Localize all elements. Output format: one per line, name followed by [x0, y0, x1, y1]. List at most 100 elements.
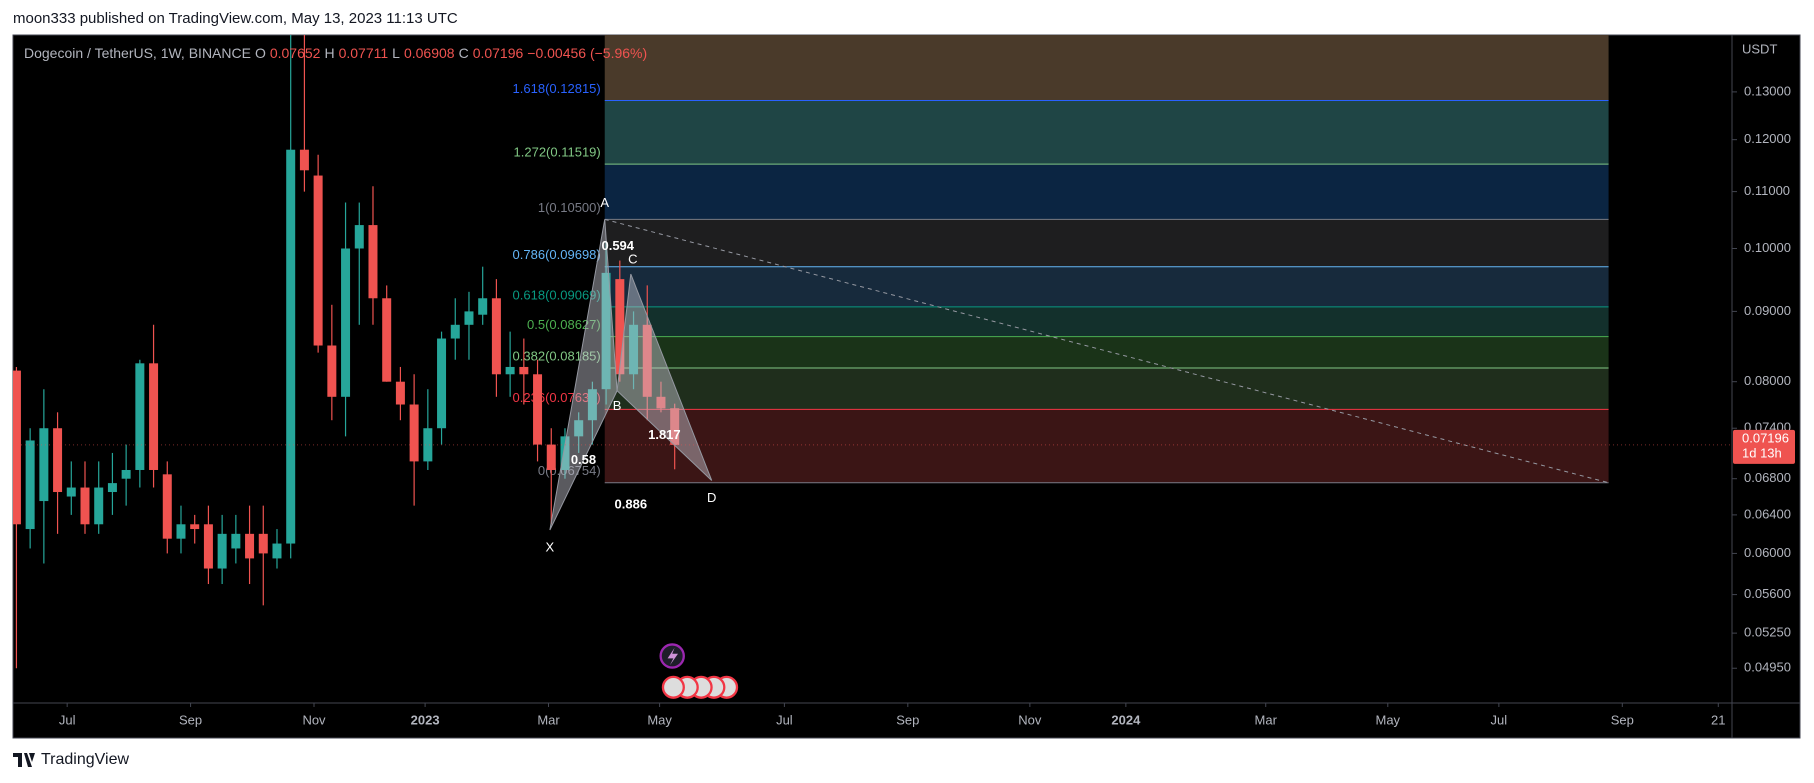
candle-body [656, 396, 666, 409]
candle-body [258, 533, 268, 554]
y-tick-label: 0.13000 [1744, 83, 1791, 98]
x-tick-label: May [1376, 712, 1401, 727]
pattern-point-label: D [707, 490, 716, 505]
y-tick-label: 0.10000 [1744, 240, 1791, 255]
candle-body [217, 533, 227, 569]
candle-body [615, 279, 625, 375]
fib-label: 0.618(0.09069) [513, 287, 601, 302]
candle-body [162, 474, 172, 539]
x-tick-label: 21 [1711, 712, 1725, 727]
fib-label: 0.5(0.08627) [527, 317, 601, 332]
candle-body [272, 543, 282, 559]
fib-band [604, 100, 1609, 165]
x-tick-label: 2023 [411, 712, 440, 727]
x-tick-label: Sep [1611, 712, 1634, 727]
pattern-point-label: X [546, 539, 555, 554]
x-tick-label: Sep [179, 712, 202, 727]
candle-body [601, 272, 611, 390]
candle-body [464, 311, 474, 325]
candle-body [546, 444, 556, 470]
x-tick-label: Jul [776, 712, 793, 727]
candle-body [231, 533, 241, 549]
symbol: Dogecoin / TetherUS, 1W, BINANCE [24, 45, 251, 61]
fib-label: 1(0.10500) [538, 200, 601, 215]
pattern-point-label: A [600, 195, 609, 210]
pattern-point-label: B [613, 398, 622, 413]
fib-band [604, 306, 1609, 337]
pattern-bcd [616, 273, 713, 481]
fib-label: 0.786(0.09698) [513, 247, 601, 262]
footer: TradingView [13, 751, 129, 769]
candle-body [121, 469, 131, 479]
y-tick-label: 0.05250 [1744, 625, 1791, 640]
candle-body [505, 366, 515, 375]
candle-body [299, 149, 309, 171]
candle-body [354, 225, 364, 249]
candle-body [245, 533, 255, 559]
logo [13, 753, 35, 767]
x-tick-label: May [647, 712, 672, 727]
last-price-box [1733, 429, 1795, 464]
pattern-ratio: 0.58 [571, 452, 596, 467]
pattern-ratio: 1.817 [648, 427, 681, 442]
candle-body [341, 248, 351, 397]
brand: TradingView [41, 751, 130, 768]
candle-body [670, 408, 680, 445]
candle-body [368, 225, 378, 299]
candle-body [587, 389, 597, 421]
candle-body [190, 524, 200, 530]
legend-value: 0.07711 [338, 45, 389, 61]
candle-body [478, 298, 488, 315]
legend: Dogecoin / TetherUS, 1W, BINANCE O 0.0765… [24, 45, 647, 61]
candle-body [395, 381, 405, 405]
fib-band [604, 336, 1609, 369]
candle-body [107, 483, 117, 493]
pattern-ratio: 0.594 [601, 238, 634, 253]
candle-body [135, 363, 145, 470]
y-tick-label: 0.05600 [1744, 586, 1791, 601]
legend-value: 0.07652 [269, 45, 321, 61]
y-tick-label: 0.06000 [1744, 545, 1791, 560]
candle-body [66, 487, 76, 497]
candle-body [574, 420, 584, 437]
y-tick-label: 0.11000 [1744, 183, 1790, 198]
plot: 0(0.06754)0.236(0.07638)0.382(0.08185)0.… [13, 35, 1609, 669]
y-tick-label: 0.06800 [1744, 470, 1791, 485]
legend-label: C [458, 45, 469, 61]
candle-body [13, 370, 21, 525]
legend-value: 0.06908 [403, 45, 455, 61]
fib-band [604, 409, 1609, 483]
fib-band [604, 368, 1609, 410]
x-tick-label: Sep [896, 712, 919, 727]
y-tick-label: 0.09000 [1744, 303, 1791, 318]
candle-body [176, 524, 186, 539]
pattern-ratio: 0.886 [615, 497, 648, 512]
publisher: moon333 published on TradingView.com, Ma… [13, 10, 458, 27]
x-tick-label: Nov [302, 712, 326, 727]
candle-body [203, 524, 213, 569]
x-tick-label: Jul [1491, 712, 1508, 727]
candle-body [53, 428, 63, 493]
candle-body [80, 487, 90, 525]
candle-body [382, 298, 392, 382]
candle-body [491, 298, 501, 375]
candle-body [450, 324, 460, 339]
candle-body [437, 338, 447, 429]
x-tick-label: Nov [1018, 712, 1042, 727]
candle-body [642, 324, 652, 397]
candle-body [94, 487, 104, 525]
pattern-point-label: C [628, 252, 637, 267]
event-icons [659, 643, 739, 699]
candle-body [423, 428, 433, 462]
y-tick-label: 0.08000 [1744, 373, 1791, 388]
pattern-xab [549, 219, 618, 531]
x-tick-label: Jul [59, 712, 76, 727]
candle-body [313, 175, 323, 346]
legend-value: 0.07196 [472, 45, 524, 61]
change: −0.00456 (−5.96%) [527, 45, 648, 61]
candle-body [327, 345, 337, 397]
last-price: 0.07196 [1742, 430, 1789, 445]
trend-line [604, 218, 1609, 484]
y-tick-label: 0.04950 [1744, 660, 1791, 675]
